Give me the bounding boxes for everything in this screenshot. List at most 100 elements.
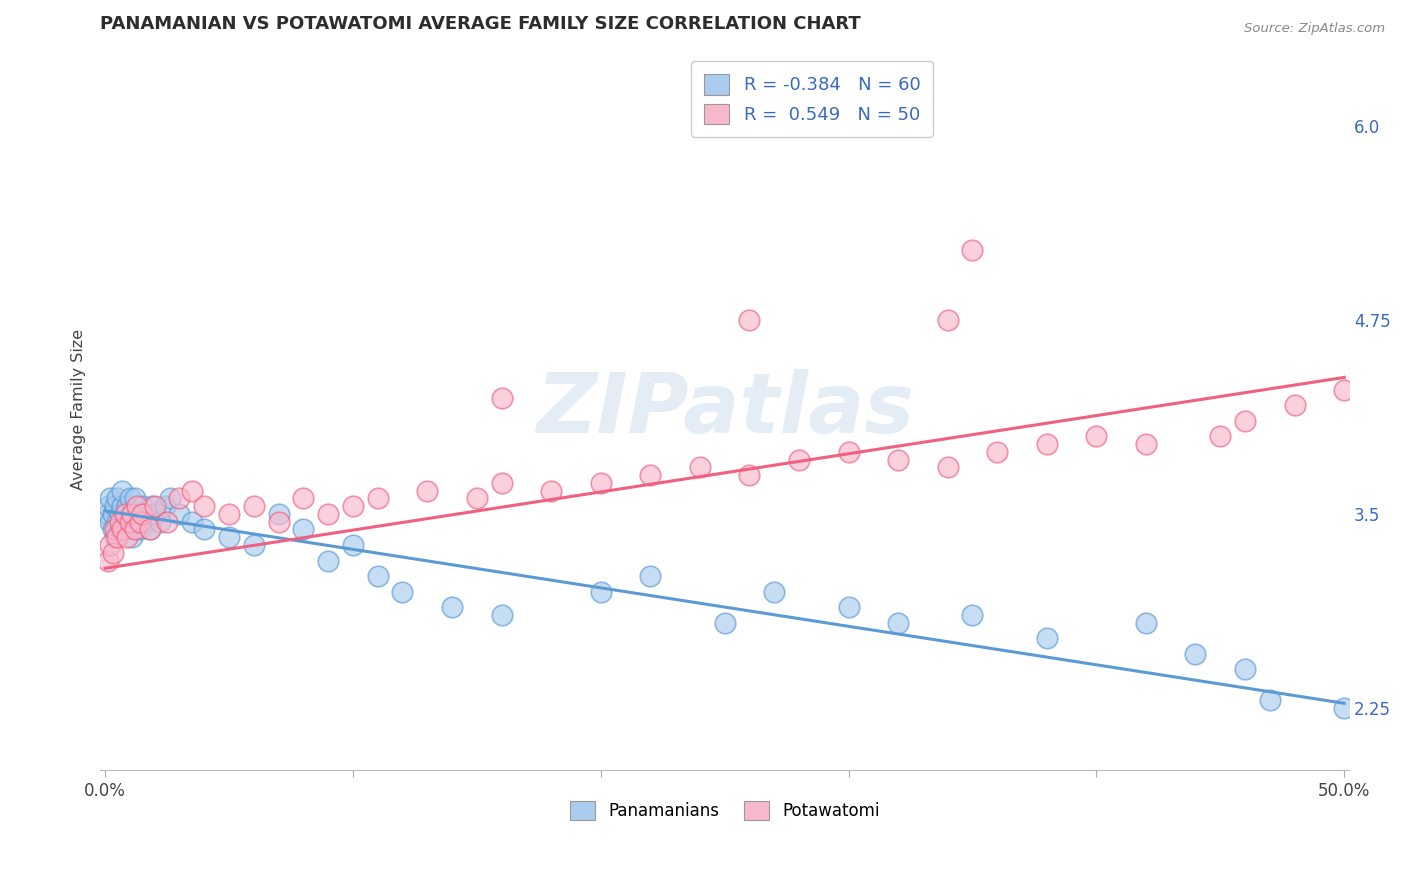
Point xyxy=(689,460,711,475)
Point xyxy=(107,530,129,544)
Point xyxy=(104,530,127,544)
Point xyxy=(108,507,131,521)
Point xyxy=(267,515,290,529)
Point xyxy=(1209,429,1232,443)
Point xyxy=(391,584,413,599)
Point xyxy=(127,515,149,529)
Point xyxy=(104,499,127,513)
Point xyxy=(134,507,156,521)
Point xyxy=(342,538,364,552)
Point xyxy=(169,491,191,506)
Point xyxy=(962,607,984,622)
Point xyxy=(962,243,984,257)
Point xyxy=(763,584,786,599)
Point xyxy=(149,515,172,529)
Point xyxy=(121,530,143,544)
Point xyxy=(738,313,761,327)
Point xyxy=(342,499,364,513)
Point xyxy=(138,523,160,537)
Point xyxy=(114,515,136,529)
Point xyxy=(1333,701,1355,715)
Point xyxy=(838,600,860,615)
Point xyxy=(787,452,810,467)
Text: Source: ZipAtlas.com: Source: ZipAtlas.com xyxy=(1244,22,1385,36)
Y-axis label: Average Family Size: Average Family Size xyxy=(72,328,86,490)
Point xyxy=(114,507,136,521)
Point xyxy=(131,507,153,521)
Point xyxy=(153,499,176,513)
Point xyxy=(193,499,215,513)
Point xyxy=(316,553,339,567)
Point xyxy=(98,515,121,529)
Point xyxy=(108,515,131,529)
Point xyxy=(117,523,139,537)
Point xyxy=(1333,383,1355,397)
Point xyxy=(1258,693,1281,707)
Point xyxy=(131,499,153,513)
Point xyxy=(1234,662,1257,676)
Point xyxy=(117,530,139,544)
Point xyxy=(180,483,202,498)
Point xyxy=(104,523,127,537)
Point xyxy=(1036,437,1059,451)
Point xyxy=(1135,437,1157,451)
Point xyxy=(367,491,389,506)
Point xyxy=(108,523,131,537)
Point xyxy=(887,615,910,630)
Point xyxy=(169,507,191,521)
Point xyxy=(98,538,121,552)
Point xyxy=(838,445,860,459)
Point xyxy=(121,507,143,521)
Point xyxy=(416,483,439,498)
Point xyxy=(491,475,513,490)
Point xyxy=(143,499,166,513)
Point xyxy=(292,523,315,537)
Point xyxy=(887,452,910,467)
Point xyxy=(1184,647,1206,661)
Point xyxy=(101,507,124,521)
Point xyxy=(101,523,124,537)
Point xyxy=(986,445,1008,459)
Point xyxy=(156,515,179,529)
Point xyxy=(111,483,134,498)
Point xyxy=(98,491,121,506)
Point xyxy=(128,515,150,529)
Legend: Panamanians, Potawatomi: Panamanians, Potawatomi xyxy=(562,794,886,827)
Point xyxy=(107,491,129,506)
Point xyxy=(101,546,124,560)
Point xyxy=(111,499,134,513)
Point xyxy=(589,584,612,599)
Point xyxy=(242,538,264,552)
Point xyxy=(118,515,141,529)
Point xyxy=(111,523,134,537)
Point xyxy=(159,491,181,506)
Point xyxy=(367,569,389,583)
Point xyxy=(292,491,315,506)
Text: ZIPatlas: ZIPatlas xyxy=(536,368,914,450)
Point xyxy=(128,523,150,537)
Point xyxy=(97,553,120,567)
Text: PANAMANIAN VS POTAWATOMI AVERAGE FAMILY SIZE CORRELATION CHART: PANAMANIAN VS POTAWATOMI AVERAGE FAMILY … xyxy=(100,15,860,33)
Point xyxy=(589,475,612,490)
Point xyxy=(640,468,662,483)
Point xyxy=(121,507,143,521)
Point xyxy=(193,523,215,537)
Point xyxy=(316,507,339,521)
Point xyxy=(242,499,264,513)
Point xyxy=(127,499,149,513)
Point xyxy=(936,460,959,475)
Point xyxy=(738,468,761,483)
Point xyxy=(138,523,160,537)
Point xyxy=(114,507,136,521)
Point xyxy=(180,515,202,529)
Point xyxy=(1135,615,1157,630)
Point xyxy=(1085,429,1108,443)
Point xyxy=(936,313,959,327)
Point xyxy=(1284,398,1306,412)
Point xyxy=(117,499,139,513)
Point xyxy=(1234,414,1257,428)
Point xyxy=(136,515,159,529)
Point xyxy=(441,600,464,615)
Point xyxy=(640,569,662,583)
Point xyxy=(491,607,513,622)
